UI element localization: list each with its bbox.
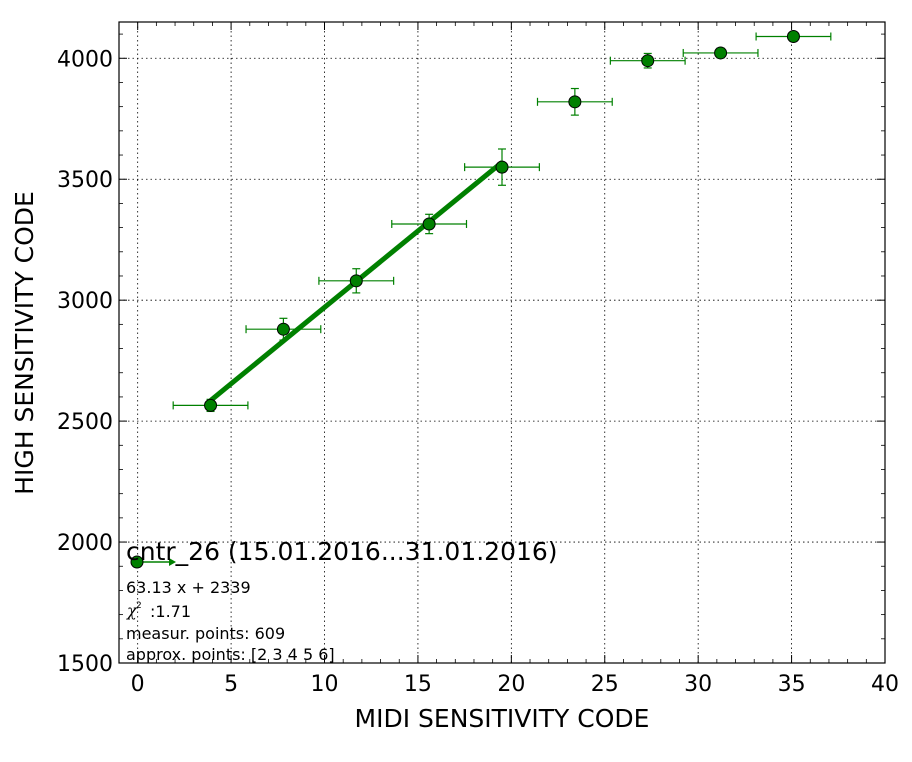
axis-ticks [118, 22, 886, 664]
y-axis-label: HIGH SENSITIVITY CODE [10, 191, 39, 495]
y-tick-label: 4000 [57, 47, 113, 72]
x-tick-label: 30 [684, 672, 712, 697]
y-tick-label: 3000 [57, 289, 113, 314]
data-point [422, 217, 436, 231]
data-points [204, 30, 800, 412]
chi-symbol: χ [126, 601, 138, 620]
data-point [641, 54, 655, 68]
legend-arrow-marker [169, 558, 176, 566]
chi-exponent: 2 [136, 601, 142, 611]
x-tick-label: 0 [131, 672, 145, 697]
data-point [714, 46, 728, 60]
x-tick-label: 35 [778, 672, 806, 697]
legend-title: cntr_26 (15.01.2016...31.01.2016) [126, 537, 558, 566]
data-point [786, 30, 800, 44]
plot-background [119, 22, 885, 663]
legend-marker [130, 555, 144, 569]
chi-squared-value: :1.71 [150, 602, 191, 621]
plot-frame [118, 21, 886, 664]
x-tick-label: 20 [497, 672, 525, 697]
fit-equation: 63.13 x + 2339 [126, 578, 251, 597]
measurement-points: measur. points: 609 [126, 624, 285, 643]
data-point [204, 398, 218, 412]
tick-labels: 0 5 10 15 20 25 30 35 40 1500 2000 2500 3000 3500 4000 [57, 47, 899, 697]
data-point [349, 274, 363, 288]
data-point [276, 322, 290, 336]
x-tick-label: 15 [404, 672, 432, 697]
data-point [568, 95, 582, 109]
x-axis-label: MIDI SENSITIVITY CODE [355, 704, 650, 733]
y-tick-label: 3500 [57, 168, 113, 193]
data-point [495, 160, 509, 174]
y-tick-label: 2500 [57, 410, 113, 435]
x-tick-label: 40 [871, 672, 899, 697]
x-tick-label: 5 [224, 672, 238, 697]
legend: cntr_26 (15.01.2016...31.01.2016) 63.13 … [126, 537, 558, 664]
x-tick-label: 25 [591, 672, 619, 697]
y-tick-label: 1500 [57, 652, 113, 677]
x-tick-label: 10 [311, 672, 339, 697]
approximation-points: approx. points: [2 3 4 5 6] [126, 645, 335, 664]
y-tick-label: 2000 [57, 531, 113, 556]
